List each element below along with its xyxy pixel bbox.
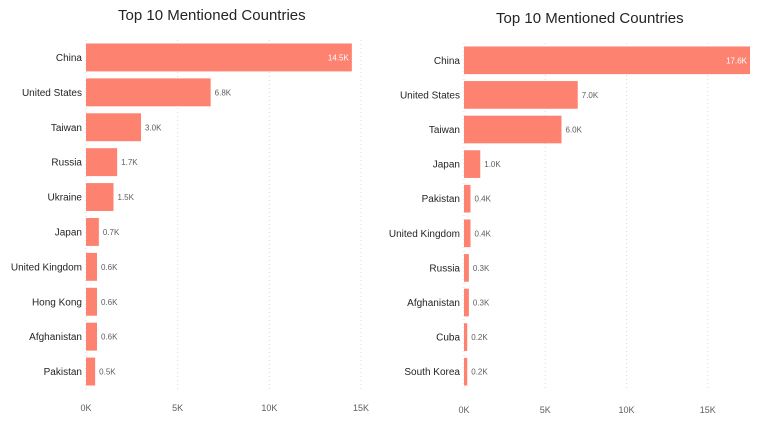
bar[interactable]: [464, 81, 578, 109]
data-label: 0.6K: [101, 333, 118, 342]
x-tick-label: 10K: [618, 405, 634, 415]
data-label: 6.8K: [215, 88, 232, 97]
bar[interactable]: [86, 113, 141, 142]
bar-chart-right: 0K 5K 10K 15K China 17.6K United States 7.0K Tai…: [389, 43, 750, 415]
category-label: China: [434, 56, 461, 67]
data-label: 0.2K: [471, 333, 488, 342]
bar[interactable]: [86, 252, 97, 281]
category-label: Pakistan: [422, 194, 460, 205]
x-tick-label: 0K: [80, 403, 91, 413]
bar[interactable]: [86, 217, 99, 246]
category-label: Russia: [51, 158, 82, 169]
chart-panel-right: Top 10 Mentioned Countries 0K 5K 10K 15K Chi…: [384, 0, 768, 421]
bar[interactable]: [86, 43, 352, 72]
bar[interactable]: [464, 288, 469, 317]
data-label: 3.0K: [145, 123, 162, 132]
category-label: Japan: [55, 227, 82, 238]
category-label: South Korea: [404, 367, 460, 378]
data-label: 0.2K: [471, 368, 488, 377]
category-label: Hong Kong: [32, 297, 82, 308]
data-label: 14.5K: [328, 53, 350, 62]
data-label: 7.0K: [582, 91, 599, 100]
x-tick-label: 15K: [700, 405, 716, 415]
category-label: Taiwan: [429, 125, 460, 136]
x-tick-label: 15K: [353, 403, 369, 413]
category-label: Taiwan: [51, 123, 82, 134]
bar[interactable]: [464, 219, 471, 248]
bar[interactable]: [464, 46, 750, 75]
x-tick-label: 10K: [261, 403, 277, 413]
category-label: Japan: [433, 160, 460, 171]
chart-title-right: Top 10 Mentioned Countries: [496, 10, 684, 27]
data-label: 0.6K: [101, 298, 118, 307]
category-label: Russia: [429, 263, 460, 274]
bar[interactable]: [86, 148, 118, 177]
data-label: 1.7K: [121, 158, 138, 167]
bar[interactable]: [464, 254, 469, 282]
data-label: 0.6K: [101, 263, 118, 272]
data-label: 0.3K: [473, 299, 490, 308]
data-label: 0.7K: [103, 228, 120, 237]
bar[interactable]: [464, 357, 468, 386]
data-label: 6.0K: [566, 126, 583, 135]
category-label: Afghanistan: [407, 298, 460, 309]
bar[interactable]: [86, 183, 114, 212]
chart-title-left: Top 10 Mentioned Countries: [118, 7, 306, 24]
data-label: 1.0K: [484, 160, 501, 169]
bar[interactable]: [464, 323, 468, 351]
bar[interactable]: [86, 322, 97, 351]
bar[interactable]: [464, 115, 562, 144]
bar[interactable]: [86, 78, 211, 107]
category-label: Pakistan: [44, 367, 82, 378]
category-label: Afghanistan: [29, 332, 82, 343]
x-tick-label: 0K: [458, 405, 469, 415]
bar[interactable]: [464, 150, 481, 178]
category-label: United Kingdom: [389, 229, 460, 240]
data-label: 0.4K: [475, 229, 492, 238]
data-label: 17.6K: [726, 56, 748, 65]
data-label: 0.4K: [475, 195, 492, 204]
category-label: United Kingdom: [11, 262, 82, 273]
data-label: 0.3K: [473, 264, 490, 273]
bar[interactable]: [86, 357, 96, 386]
chart-panel-left: Top 10 Mentioned Countries 0K 5K 10K 15K Chi…: [11, 7, 369, 413]
bar[interactable]: [464, 184, 471, 213]
category-label: China: [56, 53, 83, 64]
category-label: Cuba: [436, 333, 460, 344]
x-tick-label: 5K: [540, 405, 551, 415]
bar[interactable]: [86, 287, 97, 316]
category-label: United States: [400, 90, 460, 101]
bar-chart-left: 0K 5K 10K 15K China 14.5K United States 6.8K Tai…: [11, 40, 369, 413]
category-label: United States: [22, 88, 82, 99]
data-label: 1.5K: [118, 193, 135, 202]
category-label: Ukraine: [48, 193, 83, 204]
x-tick-label: 5K: [172, 403, 183, 413]
data-label: 0.5K: [99, 368, 116, 377]
